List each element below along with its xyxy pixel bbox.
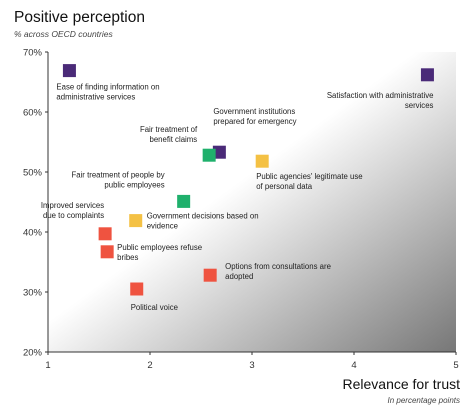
- point-label-line: benefit claims: [149, 135, 197, 144]
- x-tick-label: 5: [453, 360, 458, 371]
- scatter-point-yellow: [255, 154, 269, 168]
- x-tick-label: 4: [351, 360, 356, 371]
- y-tick-label: 60%: [23, 108, 43, 119]
- point-label-line: Fair treatment of people by: [71, 170, 164, 179]
- scatter-point-red: [98, 227, 112, 241]
- point-label: Satisfaction with administrative services: [327, 91, 434, 110]
- point-label: Government decisions based on evidence: [147, 212, 259, 231]
- y-tick-label: 70%: [23, 48, 43, 59]
- plot-background: [48, 52, 456, 352]
- point-label-line: of personal data: [256, 182, 313, 191]
- point-label: Public employees refuse bribes: [117, 243, 202, 262]
- y-tick-label: 20%: [23, 348, 43, 359]
- point-label: Options from consultations are adopted: [225, 262, 331, 281]
- point-label-line: evidence: [147, 222, 178, 231]
- scatter-point-yellow: [129, 214, 143, 228]
- x-tick-label: 2: [147, 360, 152, 371]
- data-points: Ease of finding information on administra…: [41, 64, 434, 312]
- y-tick-label: 50%: [23, 168, 43, 179]
- scatter-point-purple: [420, 68, 434, 82]
- point-label-line: public employees: [104, 180, 164, 189]
- point-label: Fair treatment of benefit claims: [140, 125, 198, 144]
- point-label-line: due to complaints: [43, 211, 104, 220]
- point-label-line: Options from consultations are: [225, 262, 331, 271]
- scatter-point-purple: [212, 145, 226, 159]
- x-axis-subtitle: In percentage points: [387, 396, 461, 405]
- scatter-point-red: [100, 245, 114, 259]
- x-tick-label: 3: [249, 360, 254, 371]
- scatter-point-green: [202, 148, 216, 162]
- point-label: Ease of finding information on administra…: [56, 83, 159, 102]
- point-label-line: Satisfaction with administrative: [327, 91, 434, 100]
- scatter-point-red: [203, 268, 217, 282]
- point-label: Fair treatment of people by public employ…: [71, 170, 164, 189]
- scatter-point-green: [177, 194, 191, 208]
- point-label-line: prepared for emergency: [213, 117, 296, 126]
- y-tick-label: 30%: [23, 288, 43, 299]
- point-label: Improved services due to complaints: [41, 201, 104, 220]
- point-label: Government institutions prepared for emer…: [213, 107, 296, 126]
- point-label-line: Public employees refuse: [117, 243, 202, 252]
- y-tick-label: 40%: [23, 228, 43, 239]
- point-label-line: Government institutions: [213, 107, 295, 116]
- point-label-line: Ease of finding information on: [56, 83, 159, 92]
- point-label-line: services: [405, 101, 434, 110]
- x-axis-ticks: 1 2 3 4 5: [45, 352, 459, 371]
- point-label-line: administrative services: [56, 93, 135, 102]
- point-label-line: Political voice: [131, 303, 178, 312]
- x-tick-label: 1: [45, 360, 50, 371]
- point-label-line: adopted: [225, 272, 253, 281]
- point-label-line: Fair treatment of: [140, 125, 198, 134]
- chart-subtitle: % across OECD countries: [14, 29, 113, 39]
- point-label: Public agencies' legitimate use of person…: [256, 172, 362, 191]
- point-label-line: Improved services: [41, 201, 104, 210]
- point-label: Political voice: [131, 303, 178, 312]
- point-label-line: Government decisions based on: [147, 212, 259, 221]
- chart-title: Positive perception: [14, 9, 145, 26]
- scatter-point-purple: [62, 64, 76, 78]
- point-label-line: Public agencies' legitimate use: [256, 172, 362, 181]
- scatter-point-red: [130, 282, 144, 296]
- y-axis-ticks: 20% 30% 40% 50% 60% 70%: [23, 48, 48, 359]
- x-axis-title: Relevance for trust: [342, 376, 461, 392]
- point-label-line: bribes: [117, 253, 138, 262]
